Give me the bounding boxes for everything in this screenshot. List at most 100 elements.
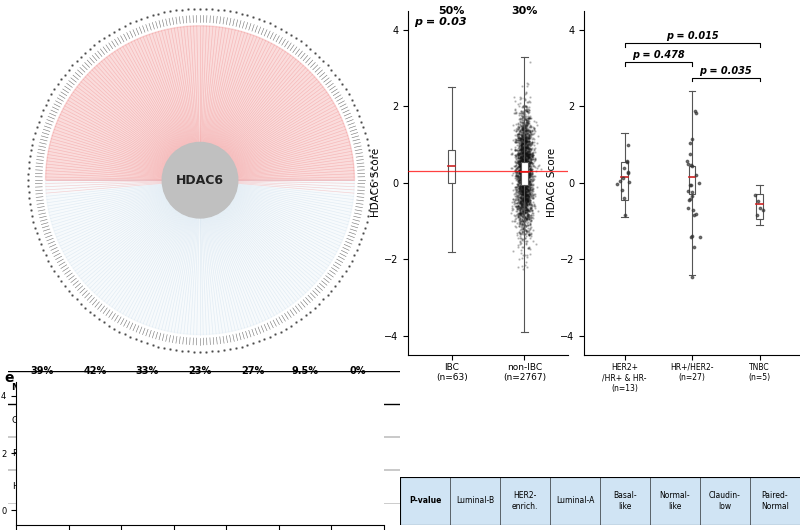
Point [517, 145, 530, 154]
Point [526, 155, 539, 163]
Point [522, 197, 534, 205]
Point [512, 128, 525, 136]
Point [516, 126, 529, 135]
Point [514, 149, 527, 158]
Point [515, 187, 528, 195]
Point [517, 184, 530, 192]
Point [522, 157, 534, 166]
Point [681, 156, 694, 165]
Point [518, 174, 531, 182]
Point [518, 180, 531, 189]
Point [518, 218, 530, 227]
Point [520, 184, 533, 193]
Point [522, 169, 535, 177]
Text: 0.001: 0.001 [335, 416, 363, 425]
Point [522, 116, 534, 125]
Point [518, 164, 530, 173]
Point [517, 149, 530, 157]
Point [512, 178, 525, 186]
Point [522, 242, 535, 251]
Point [511, 234, 524, 242]
Point [512, 120, 525, 129]
Point [514, 230, 527, 239]
Point [519, 183, 532, 191]
Point [525, 162, 538, 170]
Point [514, 157, 527, 166]
Point [522, 80, 534, 88]
Point [514, 162, 527, 170]
Point [522, 158, 535, 166]
Point [522, 158, 534, 167]
Point [527, 200, 540, 209]
Point [524, 148, 537, 156]
Point [519, 158, 532, 167]
Point [522, 153, 534, 161]
Point [524, 140, 537, 149]
Point [526, 192, 538, 201]
Point [517, 190, 530, 198]
Point [520, 89, 533, 98]
Point [518, 173, 531, 181]
Point [622, 141, 635, 149]
Point [515, 146, 528, 155]
Point [518, 161, 530, 169]
Point [519, 167, 532, 175]
Point [518, 213, 531, 221]
Point [512, 198, 525, 207]
Point [524, 204, 537, 213]
Point [525, 213, 538, 221]
Text: p = 0.015: p = 0.015 [666, 31, 718, 41]
Point [518, 187, 530, 196]
Point [523, 136, 536, 145]
Point [525, 165, 538, 173]
Point [517, 128, 530, 136]
Point [518, 130, 531, 139]
Point [514, 152, 526, 160]
Point [516, 174, 529, 183]
Point [520, 143, 533, 151]
Point [511, 196, 524, 205]
Point [511, 159, 524, 167]
Point [520, 205, 533, 214]
Point [522, 161, 534, 170]
Point [520, 239, 533, 248]
Point [514, 140, 527, 149]
Point [518, 217, 530, 225]
Point [516, 187, 529, 195]
Point [511, 151, 524, 159]
Point [524, 188, 537, 197]
Point [518, 188, 530, 197]
Point [519, 179, 532, 188]
Point [512, 213, 525, 222]
Point [516, 182, 529, 190]
Point [530, 139, 543, 147]
Point [514, 115, 526, 123]
Point [519, 95, 532, 104]
Point [521, 190, 534, 198]
Point [522, 131, 535, 140]
Point [511, 193, 524, 202]
Point [522, 145, 535, 153]
Point [523, 154, 536, 163]
Point [518, 193, 530, 202]
Point [520, 191, 533, 199]
Point [522, 149, 534, 158]
Point [522, 142, 534, 151]
Point [515, 191, 528, 200]
Point [518, 234, 531, 242]
Point [515, 163, 528, 171]
Point [517, 156, 530, 165]
Point [518, 135, 530, 143]
Point [519, 215, 532, 224]
Point [522, 153, 534, 162]
Point [516, 168, 529, 176]
Point [514, 160, 526, 168]
Point [523, 201, 536, 210]
Point [518, 204, 531, 213]
Point [518, 165, 530, 174]
Point [522, 153, 534, 162]
Point [521, 173, 534, 182]
Point [530, 167, 542, 175]
Point [518, 170, 530, 178]
Point [521, 179, 534, 187]
